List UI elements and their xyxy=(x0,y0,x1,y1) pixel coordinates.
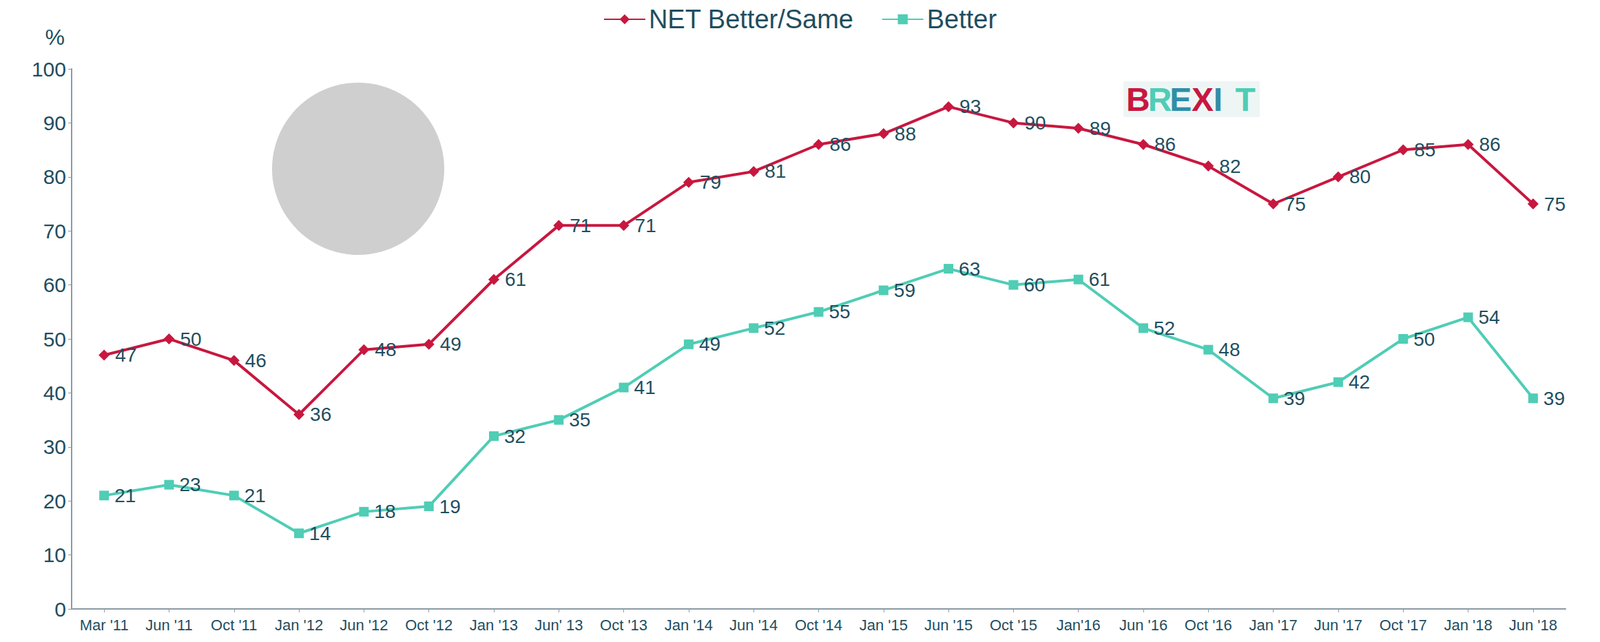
svg-text:R: R xyxy=(1148,81,1173,118)
svg-text:21: 21 xyxy=(114,484,136,507)
svg-text:Jan '13: Jan '13 xyxy=(469,616,518,634)
svg-text:0: 0 xyxy=(54,597,67,621)
svg-text:79: 79 xyxy=(699,171,722,193)
svg-text:I: I xyxy=(1213,81,1223,118)
svg-text:23: 23 xyxy=(179,473,201,496)
svg-text:42: 42 xyxy=(1348,371,1370,393)
svg-text:Better: Better xyxy=(927,4,998,34)
svg-text:Oct '16: Oct '16 xyxy=(1184,616,1233,634)
svg-text:32: 32 xyxy=(504,425,526,448)
svg-text:39: 39 xyxy=(1543,387,1565,410)
svg-text:Oct '15: Oct '15 xyxy=(989,616,1038,634)
svg-text:Jun '17: Jun '17 xyxy=(1314,616,1363,634)
svg-text:20: 20 xyxy=(43,489,67,513)
svg-text:NET Better/Same: NET Better/Same xyxy=(648,4,854,34)
svg-text:39: 39 xyxy=(1283,387,1306,410)
svg-text:14: 14 xyxy=(309,522,331,545)
svg-text:T: T xyxy=(1234,81,1255,118)
svg-text:86: 86 xyxy=(1154,133,1176,155)
svg-text:E: E xyxy=(1169,81,1192,118)
svg-text:61: 61 xyxy=(1088,268,1111,290)
svg-text:Jun '12: Jun '12 xyxy=(339,616,388,634)
svg-text:86: 86 xyxy=(829,133,852,155)
svg-text:90: 90 xyxy=(43,111,67,135)
svg-text:48: 48 xyxy=(374,338,397,361)
svg-text:Jun '15: Jun '15 xyxy=(924,616,973,634)
svg-text:46: 46 xyxy=(245,349,267,372)
svg-text:61: 61 xyxy=(504,268,527,290)
svg-text:Jan '18: Jan '18 xyxy=(1443,616,1492,634)
svg-text:%: % xyxy=(45,24,65,50)
svg-text:40: 40 xyxy=(43,381,67,405)
svg-text:88: 88 xyxy=(894,123,917,145)
svg-text:55: 55 xyxy=(829,300,851,323)
svg-text:63: 63 xyxy=(958,258,981,280)
svg-text:Oct '14: Oct '14 xyxy=(794,616,843,634)
svg-text:X: X xyxy=(1191,81,1214,118)
svg-text:B: B xyxy=(1126,81,1151,118)
svg-text:71: 71 xyxy=(569,214,591,237)
svg-text:89: 89 xyxy=(1089,117,1111,140)
svg-text:18: 18 xyxy=(373,500,396,523)
svg-text:50: 50 xyxy=(179,328,202,350)
svg-text:60: 60 xyxy=(1023,274,1045,296)
svg-text:36: 36 xyxy=(309,403,332,425)
svg-text:59: 59 xyxy=(894,279,916,301)
svg-text:52: 52 xyxy=(763,317,786,339)
svg-text:Mar '11: Mar '11 xyxy=(79,616,129,634)
svg-text:30: 30 xyxy=(43,435,67,459)
svg-text:86: 86 xyxy=(1479,133,1501,155)
svg-text:Oct '13: Oct '13 xyxy=(599,616,648,634)
svg-text:93: 93 xyxy=(959,95,981,118)
svg-text:80: 80 xyxy=(43,165,67,189)
svg-text:Oct '17: Oct '17 xyxy=(1379,616,1428,634)
svg-text:41: 41 xyxy=(634,376,656,399)
svg-text:Jan '17: Jan '17 xyxy=(1248,616,1297,634)
svg-text:81: 81 xyxy=(764,160,786,182)
svg-text:82: 82 xyxy=(1219,155,1241,178)
svg-text:54: 54 xyxy=(1478,306,1501,328)
svg-text:Jan '12: Jan '12 xyxy=(274,616,324,634)
svg-text:71: 71 xyxy=(635,214,657,237)
svg-text:70: 70 xyxy=(43,219,67,243)
svg-text:Jun '11: Jun '11 xyxy=(145,616,193,634)
svg-text:80: 80 xyxy=(1349,165,1371,188)
svg-text:Oct '12: Oct '12 xyxy=(404,616,453,634)
svg-text:Jun' 13: Jun' 13 xyxy=(534,616,583,634)
svg-text:48: 48 xyxy=(1218,338,1240,361)
svg-text:49: 49 xyxy=(699,333,721,355)
svg-text:60: 60 xyxy=(43,273,67,297)
svg-text:75: 75 xyxy=(1284,193,1306,215)
svg-text:Jan '15: Jan '15 xyxy=(859,616,908,634)
svg-text:Jan '14: Jan '14 xyxy=(664,616,713,634)
svg-text:75: 75 xyxy=(1544,193,1566,215)
svg-text:50: 50 xyxy=(43,327,67,351)
svg-text:Jun '14: Jun '14 xyxy=(729,616,778,634)
svg-text:100: 100 xyxy=(31,57,67,81)
svg-text:49: 49 xyxy=(440,333,462,355)
svg-text:Jun '18: Jun '18 xyxy=(1509,616,1558,634)
svg-text:19: 19 xyxy=(439,495,461,518)
svg-text:Jan'16: Jan'16 xyxy=(1056,616,1101,634)
svg-text:35: 35 xyxy=(568,409,591,431)
svg-text:Oct '11: Oct '11 xyxy=(210,616,257,634)
svg-text:21: 21 xyxy=(244,484,266,507)
svg-text:52: 52 xyxy=(1153,317,1176,339)
svg-text:90: 90 xyxy=(1024,112,1046,134)
svg-text:50: 50 xyxy=(1413,328,1435,350)
svg-text:85: 85 xyxy=(1414,139,1436,161)
svg-text:Jun '16: Jun '16 xyxy=(1119,616,1168,634)
svg-text:10: 10 xyxy=(43,543,67,567)
svg-text:47: 47 xyxy=(115,344,137,366)
